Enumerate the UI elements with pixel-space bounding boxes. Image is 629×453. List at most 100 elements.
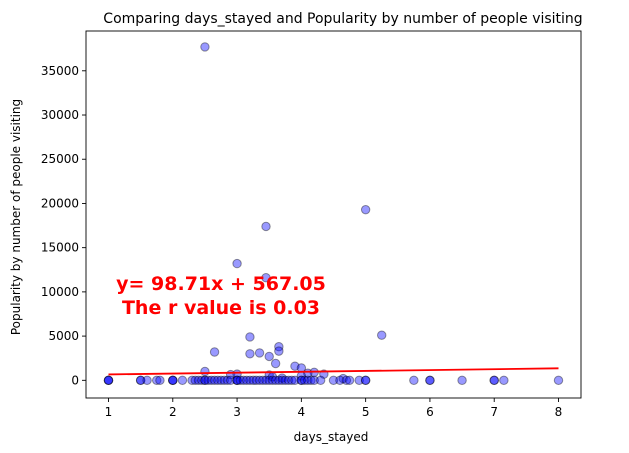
- data-point: [135, 375, 146, 386]
- data-point: [338, 373, 348, 384]
- data-point: [235, 375, 245, 386]
- data-point: [222, 375, 233, 386]
- x-tick-label: 2: [169, 405, 177, 419]
- data-point: [103, 375, 114, 386]
- data-point: [245, 375, 255, 386]
- data-point: [277, 373, 287, 383]
- data-point: [280, 375, 290, 386]
- data-point: [152, 375, 162, 386]
- regression-line: [108, 367, 559, 376]
- data-point: [203, 375, 213, 386]
- x-tick-label: 4: [298, 405, 306, 419]
- x-axis-label: days_stayed: [294, 430, 369, 444]
- data-point: [499, 375, 509, 386]
- data-point: [489, 375, 499, 386]
- data-point: [270, 375, 281, 386]
- data-point: [219, 375, 229, 386]
- data-point: [103, 375, 114, 386]
- data-point: [287, 375, 297, 386]
- data-point: [200, 42, 210, 52]
- x-tick-label: 7: [490, 405, 498, 419]
- data-point: [360, 204, 371, 215]
- data-point: [232, 375, 242, 386]
- data-point: [489, 375, 499, 386]
- data-point: [283, 375, 294, 386]
- data-point: [193, 375, 204, 386]
- data-point: [309, 375, 319, 386]
- data-point: [216, 375, 226, 386]
- data-point: [303, 375, 313, 386]
- y-tick-label: 20000: [41, 196, 79, 210]
- x-tick-label: 8: [555, 405, 563, 419]
- data-point: [232, 375, 242, 386]
- data-point: [261, 221, 271, 232]
- data-point: [168, 375, 178, 386]
- data-point: [225, 375, 236, 386]
- data-point: [242, 375, 252, 386]
- regression-equation: y= 98.71x + 567.05: [116, 273, 326, 295]
- data-point: [200, 375, 210, 386]
- data-point: [197, 375, 207, 386]
- data-point: [267, 375, 278, 386]
- data-point: [232, 375, 242, 386]
- data-point: [200, 375, 210, 386]
- data-point: [328, 375, 339, 386]
- data-point: [315, 375, 326, 386]
- data-point: [261, 273, 271, 283]
- data-point: [553, 375, 564, 386]
- data-point: [377, 330, 387, 340]
- data-point: [457, 375, 467, 386]
- data-point: [274, 346, 284, 356]
- x-tick-label: 1: [105, 405, 113, 419]
- data-point: [296, 375, 307, 386]
- data-point: [187, 375, 197, 386]
- y-tick-label: 15000: [41, 241, 79, 255]
- r-value-text: The r value is 0.03: [122, 297, 320, 319]
- data-point: [155, 375, 165, 386]
- data-point: [248, 375, 258, 386]
- data-point: [254, 348, 265, 358]
- data-point: [168, 375, 178, 386]
- data-point: [264, 375, 274, 386]
- data-point: [277, 375, 287, 386]
- data-point: [341, 375, 352, 386]
- y-tick-label: 10000: [41, 285, 79, 299]
- data-point: [135, 375, 146, 386]
- data-point: [177, 375, 188, 386]
- y-axis-label: Popularity by number of people visiting: [9, 99, 23, 335]
- data-point: [232, 258, 242, 269]
- plot-area: 1 2 3 4 5 6 7 8 0 5000 10000 15000 20000 25000 30000 35…: [41, 30, 582, 419]
- y-tick-label: 35000: [41, 64, 79, 78]
- data-point: [209, 375, 220, 386]
- data-point: [344, 375, 355, 386]
- plot-frame: [85, 30, 582, 399]
- data-point: [245, 349, 255, 359]
- data-point: [335, 375, 345, 386]
- data-point: [425, 375, 435, 386]
- y-tick-label: 0: [71, 373, 79, 387]
- data-point: [296, 375, 307, 386]
- data-point: [299, 375, 310, 386]
- data-point: [360, 375, 371, 386]
- data-point: [306, 375, 316, 386]
- data-point: [261, 375, 271, 386]
- data-point: [103, 375, 114, 386]
- data-point: [274, 375, 284, 386]
- x-tick-label: 3: [233, 405, 241, 419]
- data-point: [264, 351, 274, 362]
- y-tick-label: 30000: [41, 108, 79, 122]
- x-tick-label: 6: [426, 405, 434, 419]
- data-point: [290, 375, 300, 386]
- data-point: [258, 375, 268, 386]
- data-point: [270, 358, 281, 369]
- data-point: [213, 375, 223, 386]
- data-point: [168, 375, 178, 386]
- data-point: [200, 366, 210, 377]
- y-tick-label: 25000: [41, 152, 79, 166]
- data-point: [206, 375, 217, 386]
- y-tick-label: 5000: [48, 329, 79, 343]
- chart-title: Comparing days_stayed and Popularity by …: [103, 11, 582, 27]
- data-point: [251, 375, 262, 386]
